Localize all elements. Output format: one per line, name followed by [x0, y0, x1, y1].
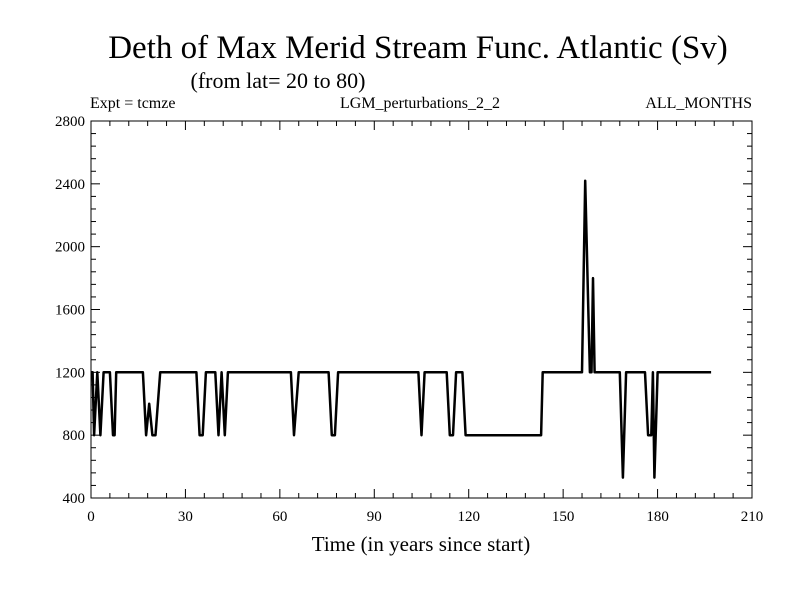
x-tick-label: 180	[646, 509, 669, 525]
y-tick-label: 800	[63, 428, 86, 444]
x-tick-label: 120	[457, 509, 480, 525]
y-tick-label: 2400	[55, 177, 85, 193]
y-tick-label: 2800	[55, 114, 85, 130]
series-line-depth	[91, 179, 712, 479]
y-tick-label: 1600	[55, 303, 85, 319]
y-tick-label: 1200	[55, 365, 85, 381]
y-tick-label: 400	[63, 491, 86, 507]
y-tick-label: 2000	[55, 240, 85, 256]
chart-title: Deth of Max Merid Stream Func. Atlantic …	[108, 30, 728, 66]
y-axis-ticks: 400 800 1200 1600 2000 2400 2800	[55, 114, 752, 507]
x-axis-ticks: 0 30 60 90 120 150 180 210	[87, 121, 763, 525]
x-tick-label: 210	[741, 509, 764, 525]
x-tick-label: 30	[178, 509, 193, 525]
x-tick-label: 150	[552, 509, 575, 525]
chart-subtitle: (from lat= 20 to 80)	[191, 68, 366, 93]
x-tick-label: 60	[272, 509, 287, 525]
header-left: Expt = tcmze	[90, 95, 175, 112]
x-axis-label: Time (in years since start)	[312, 532, 531, 556]
header-right: ALL_MONTHS	[645, 95, 752, 112]
header-center: LGM_perturbations_2_2	[340, 95, 500, 112]
x-tick-label: 0	[87, 509, 95, 525]
x-tick-label: 90	[367, 509, 382, 525]
